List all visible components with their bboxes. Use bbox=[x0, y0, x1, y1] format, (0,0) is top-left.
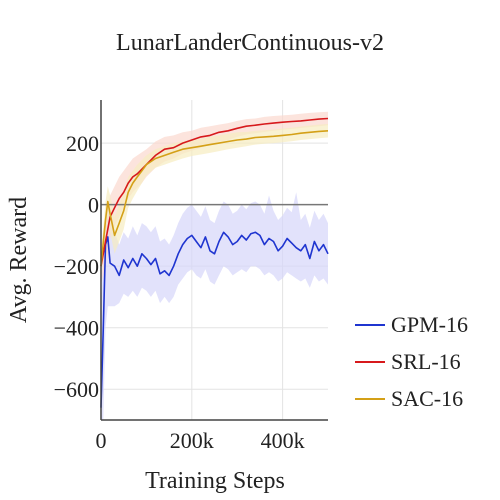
y-axis-label: Avg. Reward bbox=[6, 197, 32, 323]
x-tick-label: 400k bbox=[261, 428, 305, 453]
tick-labels: −600 −400 −200 0 200 0 200k 400k bbox=[54, 131, 305, 453]
legend-label-gpm-16: GPM-16 bbox=[391, 312, 468, 337]
y-tick-label: −200 bbox=[54, 254, 99, 279]
x-tick-label: 200k bbox=[170, 428, 214, 453]
confidence-bands bbox=[101, 111, 328, 420]
y-tick-label: 200 bbox=[66, 131, 99, 156]
y-tick-label: 0 bbox=[88, 193, 99, 218]
series-line-gpm-16 bbox=[100, 231, 329, 408]
legend-label-srl-16: SRL-16 bbox=[391, 349, 461, 374]
series-line-sac-16 bbox=[100, 130, 329, 267]
legend: GPM-16 SRL-16 SAC-16 bbox=[355, 312, 468, 411]
x-tick-label: 0 bbox=[96, 428, 107, 453]
series-line-srl-16 bbox=[100, 117, 329, 267]
legend-label-sac-16: SAC-16 bbox=[391, 386, 463, 411]
band-gpm-16 bbox=[101, 192, 328, 420]
chart-title: LunarLanderContinuous-v2 bbox=[116, 30, 384, 56]
axes bbox=[100, 100, 328, 421]
x-axis-label: Training Steps bbox=[145, 468, 285, 494]
y-tick-label: −600 bbox=[54, 377, 99, 402]
series-lines bbox=[100, 117, 329, 408]
y-tick-label: −400 bbox=[54, 316, 99, 341]
band-sac-16 bbox=[101, 124, 328, 279]
